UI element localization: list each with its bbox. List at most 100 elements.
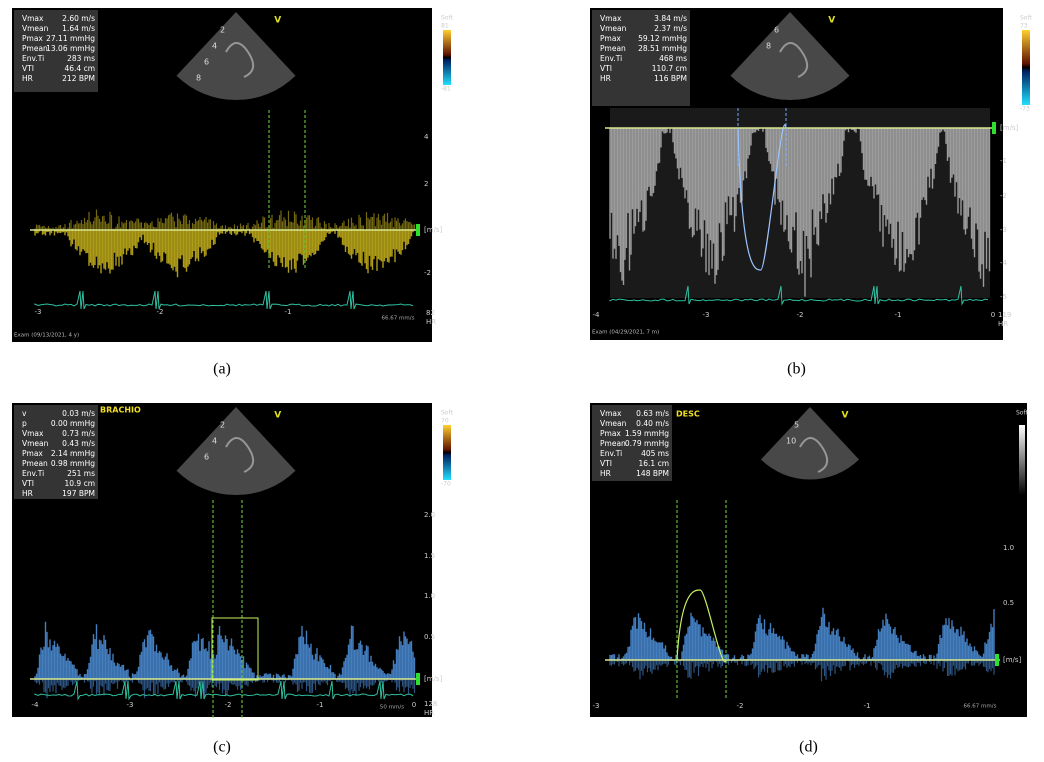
baseline-marker: [992, 122, 996, 134]
measurement-value: 148 BPM: [636, 469, 669, 478]
measurement-label: Pmean: [600, 44, 626, 53]
preset-label: Soft: [1016, 410, 1028, 417]
measurement-label: Env.Ti: [600, 449, 622, 458]
measurement-value: 0.40 m/s: [636, 419, 669, 428]
grey-bar: [1019, 425, 1025, 495]
measurement-value: 10.9 cm: [64, 479, 95, 488]
measurement-label: Env.Ti: [22, 469, 44, 478]
depth-mark: 8: [766, 42, 771, 51]
velocity-tick-label: 4: [424, 133, 429, 141]
measurement-value: 0.98 mmHg: [51, 459, 95, 468]
measurement-label: VTI: [22, 479, 34, 488]
measurement-value: 28.51 mmHg: [638, 44, 687, 53]
color-scale-min: -73: [1020, 106, 1030, 113]
depth-mark: 10: [786, 437, 796, 446]
time-tick-label: -2: [225, 701, 232, 709]
depth-mark: 4: [212, 437, 217, 446]
measurement-value: 283 ms: [67, 54, 95, 63]
panel-caption: (b): [787, 361, 806, 378]
measurement-label: Vmean: [22, 24, 49, 33]
time-tick-label: 0: [412, 701, 416, 709]
time-tick-label: -2: [157, 308, 164, 316]
color-scale-max: 81: [441, 23, 449, 30]
panel-caption: (c): [213, 739, 231, 756]
vessel-label: BRACHIO: [100, 406, 141, 415]
measurement-label: Pmean: [600, 439, 626, 448]
measurement-label: VTI: [22, 64, 34, 73]
panel-caption: (a): [213, 361, 231, 378]
velocity-tick-label: -3: [1000, 226, 1007, 234]
measurement-label: HR: [600, 469, 611, 478]
depth-mark: 5: [794, 421, 799, 430]
time-tick-label: -3: [593, 702, 600, 710]
preset-label: Soft: [441, 15, 453, 22]
measurement-label: Pmax: [600, 34, 621, 43]
preset-label: Soft: [441, 410, 453, 417]
heart-rate-unit: HR: [424, 709, 434, 717]
depth-mark: 6: [204, 453, 209, 462]
velocity-tick-label: 1.0: [424, 592, 435, 600]
depth-mark: 2: [220, 26, 225, 35]
measurement-value: 110.7 cm: [652, 64, 687, 73]
sweep-speed: 66.67 mm/s: [382, 316, 415, 322]
measurement-value: 405 ms: [641, 449, 669, 458]
color-bar: [443, 30, 451, 85]
mode-label: V: [274, 411, 281, 421]
depth-mark: 4: [212, 42, 217, 51]
heart-rate-unit: HR: [998, 320, 1008, 328]
time-tick-label: -2: [737, 702, 744, 710]
measurement-label: HR: [22, 74, 33, 83]
velocity-tick-label: [m/s]: [424, 675, 443, 683]
preset-label: Soft: [1020, 15, 1032, 22]
depth-mark: 2: [220, 421, 225, 430]
measurement-value: 0.73 m/s: [62, 429, 95, 438]
measurement-value: 1.59 mmHg: [625, 429, 669, 438]
measurement-value: 0.63 m/s: [636, 409, 669, 418]
velocity-tick-label: -5: [1000, 293, 1007, 301]
velocity-tick-label: 2.0: [424, 511, 435, 519]
velocity-tick-label: -2: [1000, 192, 1007, 200]
measurement-value: 2.37 m/s: [654, 24, 687, 33]
time-tick-label: -3: [703, 311, 710, 319]
measurement-value: 2.14 mmHg: [51, 449, 95, 458]
velocity-tick-label: [m/s]: [424, 226, 443, 234]
velocity-tick-label: 1.0: [1003, 544, 1014, 552]
measurement-value: 0.00 mmHg: [51, 419, 95, 428]
mode-label: V: [842, 411, 849, 421]
measurement-label: Vmax: [22, 14, 44, 23]
measurement-value: 59.12 mmHg: [638, 34, 687, 43]
measurement-value: 197 BPM: [62, 489, 95, 498]
measurement-value: 1.64 m/s: [62, 24, 95, 33]
heart-rate-unit: HR: [426, 318, 436, 326]
color-scale-min: -70: [441, 481, 451, 488]
velocity-tick-label: 0.5: [424, 633, 435, 641]
mode-label: V: [274, 16, 281, 26]
sweep-speed: 66.67 mm/s: [964, 704, 997, 710]
measurement-value: 116 BPM: [654, 74, 687, 83]
measurement-label: Vmax: [600, 409, 622, 418]
measurement-value: 2.60 m/s: [62, 14, 95, 23]
measurement-value: 27.11 mmHg: [46, 34, 95, 43]
velocity-tick-label: 1.5: [424, 552, 435, 560]
measurement-value: 212 BPM: [62, 74, 95, 83]
exam-info: Exam (09/13/2021, 4 y): [14, 333, 79, 339]
mode-label: V: [828, 16, 835, 26]
color-bar: [1022, 30, 1030, 105]
measurement-value: 251 ms: [67, 469, 95, 478]
measurement-label: Vmean: [22, 439, 49, 448]
time-tick-label: -1: [895, 311, 902, 319]
measurement-value: 0.03 m/s: [62, 409, 95, 418]
baseline-marker: [995, 654, 999, 666]
measurement-label: Vmean: [600, 24, 627, 33]
time-tick-label: -4: [593, 311, 601, 319]
velocity-tick-label: -4: [1000, 259, 1008, 267]
time-tick-label: -1: [285, 308, 292, 316]
exam-info: Exam (04/29/2021, 7 m): [592, 330, 659, 336]
measurement-label: p: [22, 419, 27, 428]
vessel-label: DESC: [676, 410, 700, 419]
measurement-label: Vmean: [600, 419, 627, 428]
depth-mark: 6: [774, 26, 779, 35]
velocity-tick-label: 2: [424, 180, 428, 188]
time-tick-label: -2: [797, 311, 804, 319]
measurement-label: Pmax: [22, 449, 43, 458]
